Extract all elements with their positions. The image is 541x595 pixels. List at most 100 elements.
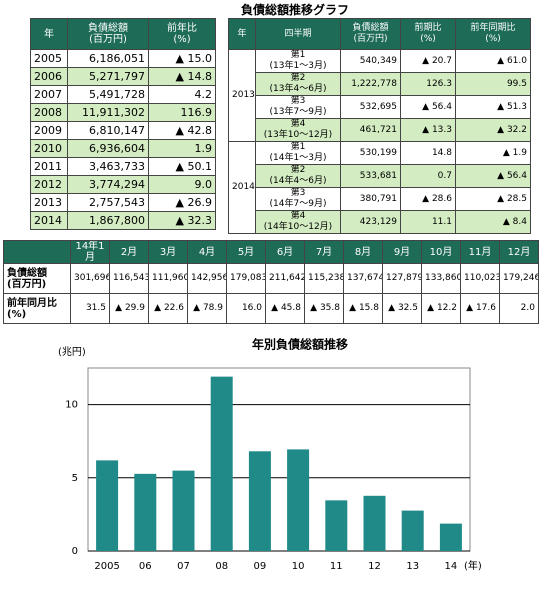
table-cell: 第2 (14年4～6月) [255,164,341,188]
table-cell: 第4 (13年10～12月) [255,118,341,142]
table-row: 2007 5,491,728 4.2 [30,85,216,104]
table-row: 2012 3,774,294 9.0 [30,175,216,194]
table-cell: ▲ 56.4 [400,95,456,119]
table-cell: 9.0 [148,175,216,194]
table-cell: 127,879 [382,263,422,294]
table-cell: 6,936,604 [67,139,149,158]
table-cell: 2.0 [499,293,539,324]
table-cell: 301,696 [70,263,110,294]
table-cell: ▲ 32.5 [382,293,422,324]
table-cell: 133,860 [421,263,461,294]
table-cell: ▲ 78.9 [187,293,227,324]
y-tick-label: 0 [72,546,78,557]
bar [287,449,310,551]
bar [401,510,424,551]
table-cell: ▲ 51.3 [455,95,531,119]
x-tick-label: 09 [254,561,267,572]
header-cell [3,240,71,264]
header-cell: 四半期 [255,18,341,50]
table-cell: 179,083 [226,263,266,294]
bar [96,460,119,551]
bar [172,470,195,551]
header-cell: 年 [30,18,68,50]
bar [134,473,157,551]
table-cell: 6,810,147 [67,121,149,140]
header-cell: 9月 [382,240,422,264]
table-cell: 5,491,728 [67,85,149,104]
y-axis-label: (兆円) [58,346,86,358]
table-cell: ▲ 20.7 [400,49,456,73]
table-cell: 116,543 [109,263,149,294]
table-cell: ▲ 28.5 [455,187,531,211]
table-cell: 2009 [30,121,68,140]
table-cell: 6,186,051 [67,49,149,68]
table-row: 2014 第1 (14年1～3月) 530,199 14.8 ▲ 1.9 [228,141,531,234]
table-cell: 31.5 [70,293,110,324]
table-cell: ▲ 15.0 [148,49,216,68]
table-row: 2010 6,936,604 1.9 [30,139,216,158]
table-cell: 14.8 [400,141,456,165]
table-cell: ▲ 17.6 [460,293,500,324]
chart: 年別負債総額推移 (兆円) 0 5 10 2005 06 07 08 09 10 11 12 13 14… [58,337,482,573]
x-tick-label: 06 [139,561,152,572]
table-row: 第3 (13年7～9月) 532,695 ▲ 56.4 ▲ 51.3 [229,95,531,119]
table-cell: ▲ 29.9 [109,293,149,324]
x-tick-label: 14 [445,561,458,572]
header-cell: 10月 [421,240,461,264]
header-cell: 6月 [265,240,305,264]
table-cell: ▲ 28.6 [400,187,456,211]
header-cell: 2月 [109,240,149,264]
header-cell: 年 [228,18,256,50]
table-cell: ▲ 50.1 [148,157,216,176]
table-cell: 2011 [30,157,68,176]
table-cell: 110,023 [460,263,500,294]
table-cell: ▲ 15.8 [343,293,383,324]
table-cell: 2012 [30,175,68,194]
y-tick-label: 5 [72,473,78,484]
table-cell: ▲ 22.6 [148,293,188,324]
header-cell: 前年同期比 (%) [455,18,531,50]
table-row: 2013 第1 (13年1～3月) 540,349 ▲ 20.7 ▲ 61.0 [228,49,531,142]
header-cell: 12月 [499,240,539,264]
table-row: 2013 2,757,543 ▲ 26.9 [30,193,216,212]
year-cell: 2014 [228,141,256,234]
row-label: 負債総額 (百万円) [3,263,71,294]
table-cell: ▲ 1.9 [455,141,531,165]
x-tick-label: 07 [177,561,190,572]
table-cell: 126.3 [400,72,456,96]
table-cell: ▲ 42.8 [148,121,216,140]
table-cell: 1,867,800 [67,211,149,230]
x-axis-label: (年) [464,559,482,572]
table-cell: 2007 [30,85,68,104]
table-cell: 3,463,733 [67,157,149,176]
table-cell: 第3 (13年7～9月) [255,95,341,119]
header-cell: 8月 [343,240,383,264]
table-cell: 0.7 [400,164,456,188]
table-cell: 4.2 [148,85,216,104]
table-cell: 115,238 [304,263,344,294]
table-cell: 第3 (14年7～9月) [255,187,341,211]
table-cell: 1.9 [148,139,216,158]
table-cell: 461,721 [340,118,401,142]
table-cell: 2014 [30,211,68,230]
table-cell: 533,681 [340,164,401,188]
header-cell: 負債総額 (百万円) [340,18,401,50]
header-cell: 負債総額 (百万円) [67,18,149,50]
table-row: 2014 1,867,800 ▲ 32.3 [30,211,216,230]
x-tick-label: 10 [292,561,305,572]
table-cell: 116.9 [148,103,216,122]
header-cell: 7月 [304,240,344,264]
year-cell: 2013 [228,49,256,142]
table-cell: 2010 [30,139,68,158]
table-row: 2005 6,186,051 ▲ 15.0 [30,49,216,68]
x-tick-label: 2005 [94,561,119,572]
table-cell: 179,246 [499,263,539,294]
monthly-table: 14年1月 2月 3月 4月 5月 6月 7月 8月 9月 10月 11月 12月 負債総額 (百万円)… [3,240,539,324]
table-row: 2008 11,911,302 116.9 [30,103,216,122]
table-cell: 第1 (13年1～3月) [255,49,341,73]
header-cell: 前期比 (%) [400,18,456,50]
table-cell: 111,960 [148,263,188,294]
annual-table: 年負債総額 (百万円) 前年比 (%) 2005 6,186,051 ▲ 15.0 200… [30,18,216,230]
table-cell: 540,349 [340,49,401,73]
